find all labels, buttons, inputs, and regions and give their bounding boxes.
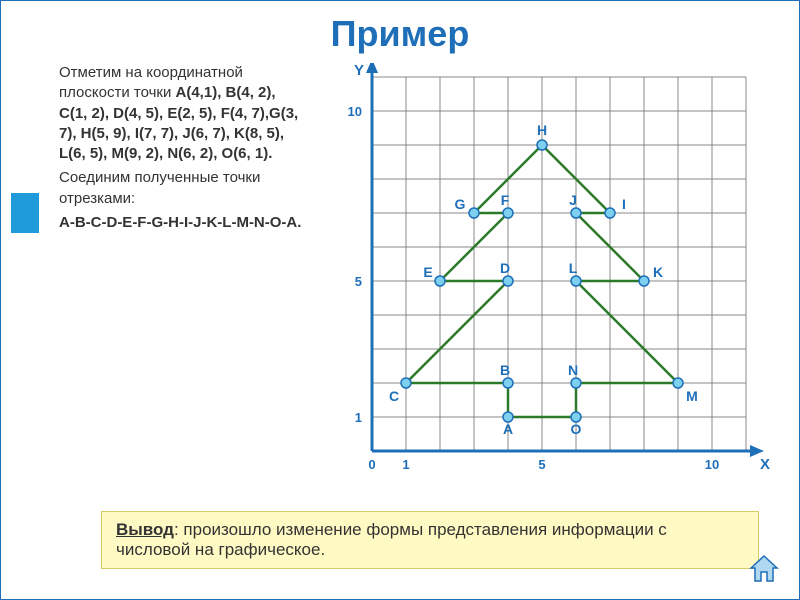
svg-text:E: E: [423, 264, 432, 280]
svg-text:H: H: [537, 122, 547, 138]
svg-text:G: G: [455, 196, 466, 212]
svg-text:5: 5: [355, 274, 362, 289]
svg-text:F: F: [501, 192, 510, 208]
svg-text:I: I: [622, 196, 626, 212]
content-row: Отметим на координатной плоскости точки …: [1, 63, 799, 493]
home-icon[interactable]: [747, 551, 781, 585]
svg-text:10: 10: [705, 457, 719, 472]
svg-text:M: M: [686, 388, 698, 404]
mid-text: Соединим полученные точки отрезками:: [59, 168, 305, 209]
svg-text:1: 1: [402, 457, 409, 472]
svg-text:0: 0: [368, 457, 375, 472]
conclusion-box: Вывод: произошло изменение формы предста…: [101, 511, 759, 569]
conclusion-text: : произошло изменение формы представлени…: [116, 520, 667, 559]
svg-text:Y: Y: [354, 63, 364, 79]
coordinate-chart: 015101510XYABCDEFGHIJKLMNO: [334, 63, 774, 493]
svg-text:X: X: [760, 456, 770, 473]
svg-text:1: 1: [355, 410, 362, 425]
svg-text:A: A: [503, 421, 513, 437]
page-title: Пример: [1, 1, 799, 63]
svg-text:C: C: [389, 388, 399, 404]
svg-text:N: N: [568, 362, 578, 378]
description-block: Отметим на координатной плоскости точки …: [39, 63, 319, 493]
svg-text:B: B: [500, 362, 510, 378]
svg-text:K: K: [653, 264, 663, 280]
chart-container: 015101510XYABCDEFGHIJKLMNO: [319, 63, 789, 493]
svg-text:J: J: [569, 192, 577, 208]
svg-text:L: L: [569, 260, 578, 276]
svg-text:5: 5: [538, 457, 545, 472]
svg-text:D: D: [500, 260, 510, 276]
accent-bar: [11, 193, 39, 233]
conclusion-label: Вывод: [116, 520, 174, 539]
svg-text:O: O: [571, 421, 582, 437]
svg-text:10: 10: [348, 104, 362, 119]
sequence-text: A-B-C-D-E-F-G-H-I-J-K-L-M-N-O-А.: [59, 213, 305, 233]
